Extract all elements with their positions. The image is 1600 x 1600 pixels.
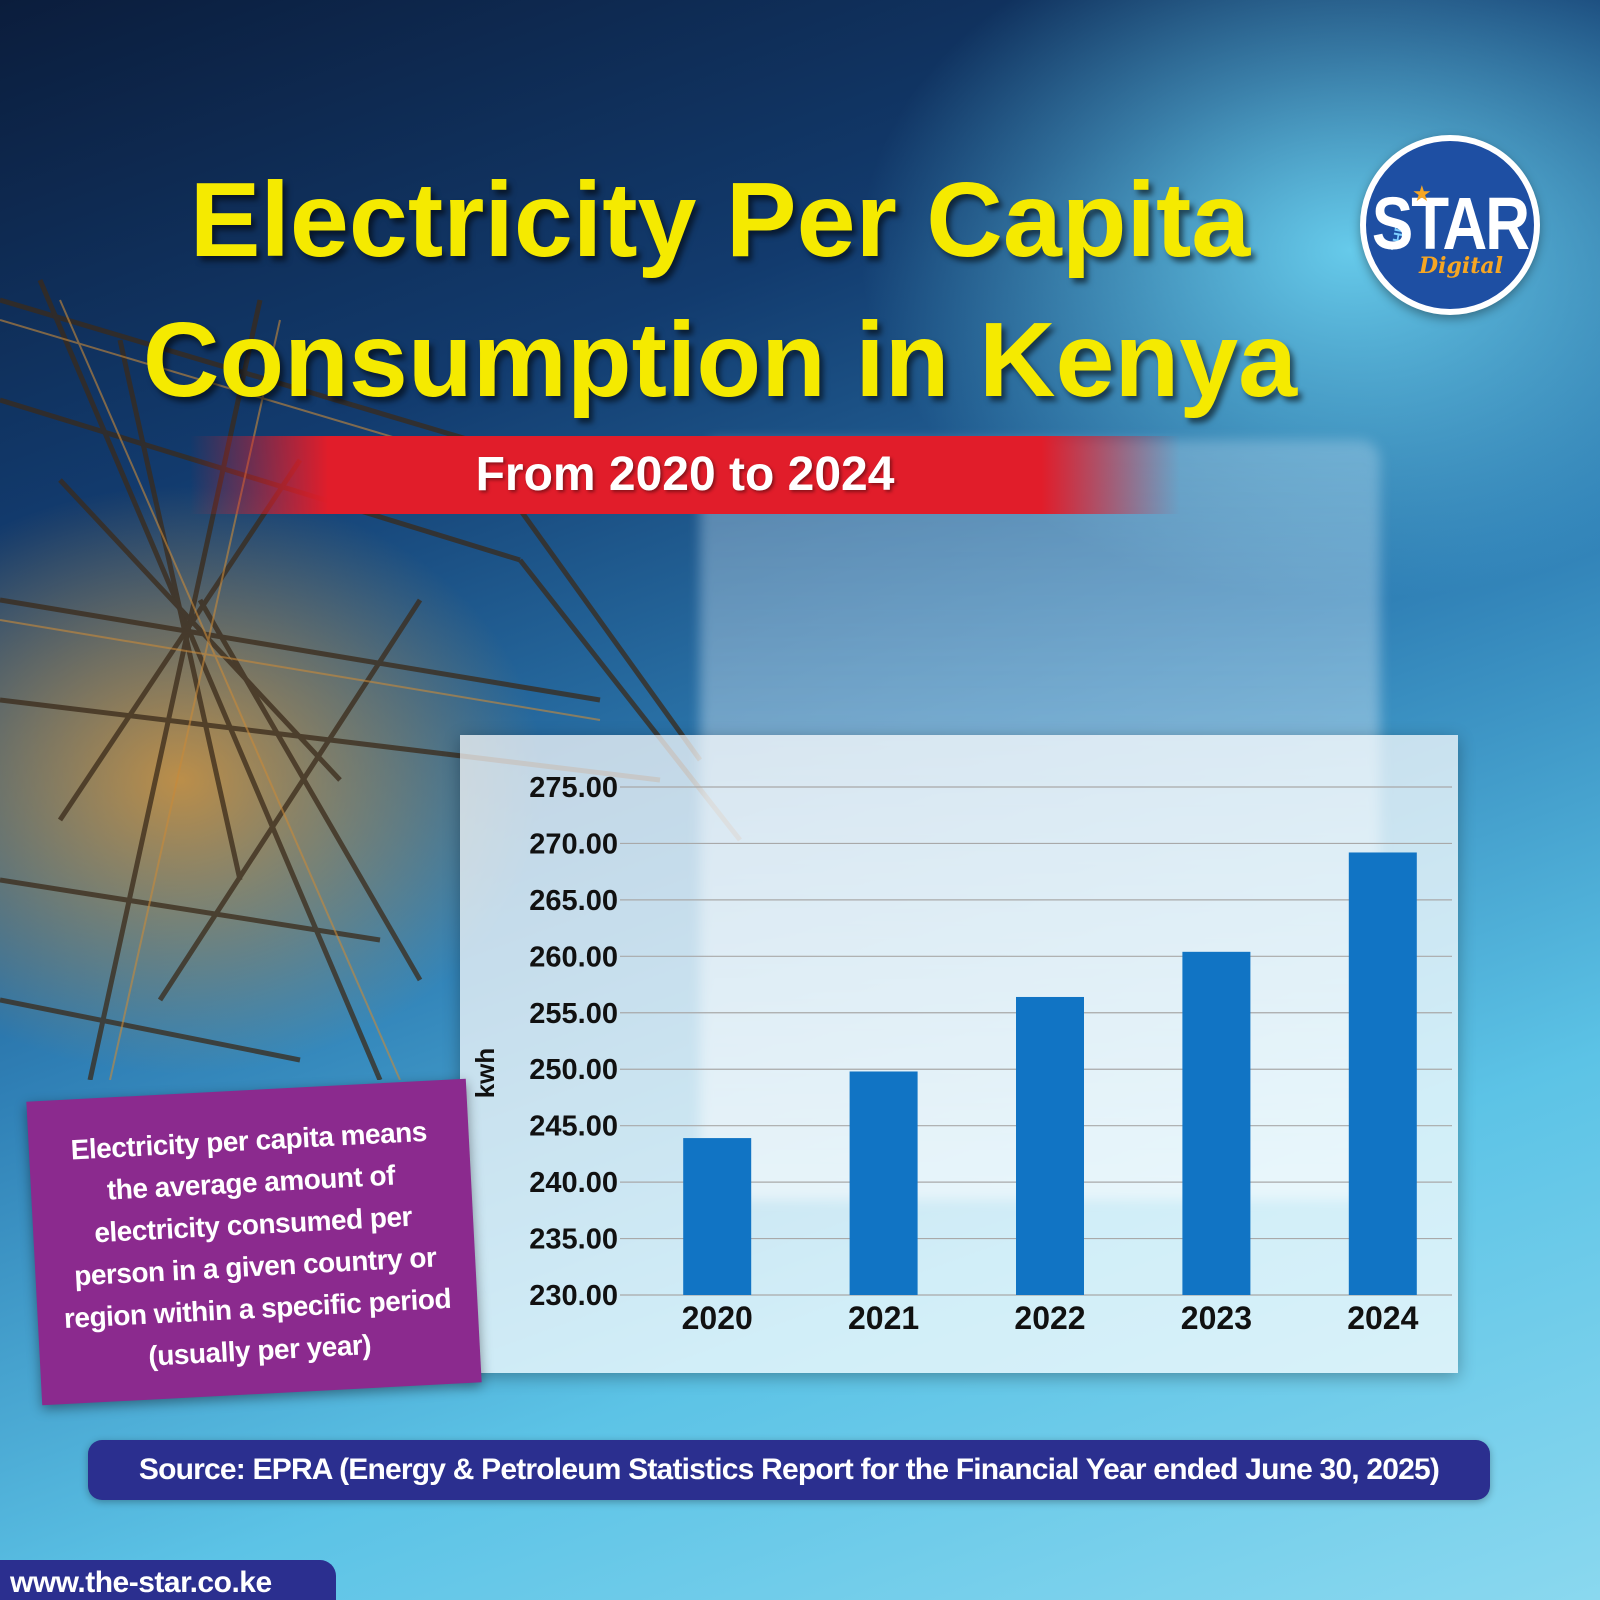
- x-tick-label: 2021: [848, 1300, 919, 1336]
- y-tick-label: 255.00: [529, 998, 618, 1030]
- website-bar: www.the-star.co.ke: [0, 1560, 336, 1600]
- y-tick-label: 240.00: [529, 1167, 618, 1199]
- x-tick-label: 2024: [1347, 1300, 1418, 1336]
- bar-chart: 230.00 235.00 240.00 245.00 250.00 255.00 260.…: [470, 772, 1452, 1336]
- y-tick-label: 265.00: [529, 885, 618, 917]
- x-tick-label: 2022: [1014, 1300, 1085, 1336]
- logo-digital-text: Digital: [1419, 253, 1503, 279]
- y-axis-label: kwh: [470, 1048, 500, 1099]
- chart-bars: [683, 852, 1417, 1295]
- website-url: www.the-star.co.ke: [10, 1566, 272, 1599]
- y-tick-label: 260.00: [529, 941, 618, 973]
- title-line-2: Consumption in Kenya: [142, 301, 1298, 419]
- y-tick-label: 230.00: [529, 1280, 618, 1312]
- y-tick-label: 245.00: [529, 1111, 618, 1143]
- power-tower-illustration: [0, 279, 742, 1080]
- title-line-1: Electricity Per Capita: [189, 161, 1251, 279]
- star-icon: ★: [1412, 181, 1432, 206]
- y-tick-label: 250.00: [529, 1054, 618, 1086]
- page-title: Electricity Per Capita Consumption in Ke…: [60, 150, 1380, 430]
- definition-text: Electricity per capita means the average…: [63, 1115, 452, 1372]
- bar-2024: [1348, 852, 1417, 1295]
- y-tick-label: 270.00: [529, 828, 618, 860]
- bar-2020: [683, 1138, 752, 1295]
- x-tick-label: 2020: [682, 1300, 753, 1336]
- bar-2023: [1182, 951, 1251, 1295]
- x-tick-label: 2023: [1181, 1300, 1252, 1336]
- definition-callout: Electricity per capita means the average…: [26, 1078, 482, 1406]
- bar-2021: [849, 1071, 918, 1295]
- subtitle-band: [190, 436, 1180, 514]
- bar-2022: [1016, 996, 1084, 1295]
- the-star-digital-logo: THE STAR ★ Digital: [1360, 135, 1540, 315]
- source-bar: Source: EPRA (Energy & Petroleum Statist…: [88, 1440, 1490, 1500]
- source-text: Source: EPRA (Energy & Petroleum Statist…: [138, 1453, 1440, 1486]
- chart-panel: [460, 735, 1458, 1373]
- y-tick-label: 275.00: [529, 772, 618, 804]
- subtitle: From 2020 to 2024: [475, 448, 895, 501]
- y-axis-ticks: 230.00 235.00 240.00 245.00 250.00 255.00 260.…: [529, 772, 618, 1312]
- y-tick-label: 235.00: [529, 1224, 618, 1256]
- x-axis-ticks: 2020 2021 2022 2023 2024: [682, 1300, 1419, 1336]
- logo-star-text: STAR: [1371, 183, 1530, 266]
